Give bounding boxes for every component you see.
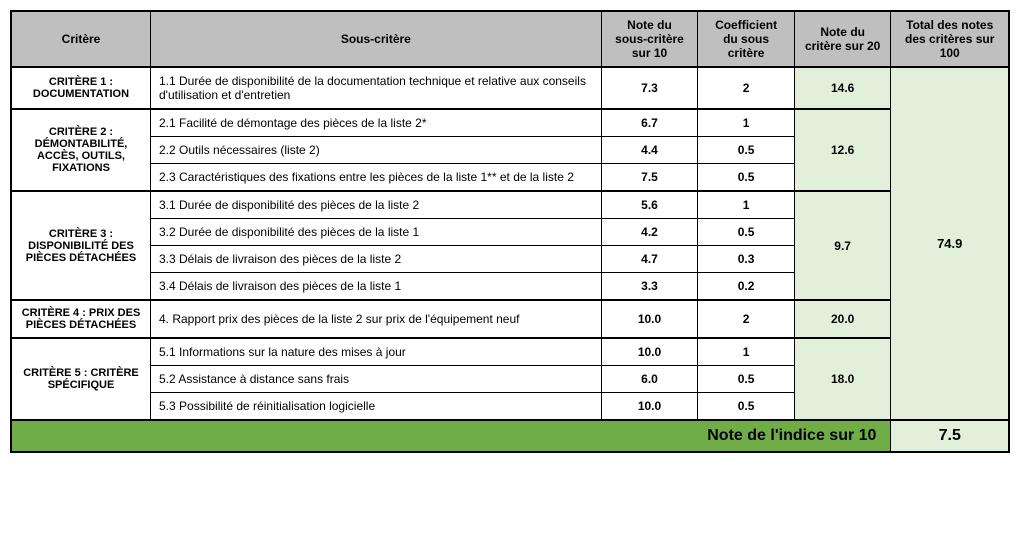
note10: 4.2 (601, 219, 698, 246)
sous-critere: 5.2 Assistance à distance sans frais (151, 366, 602, 393)
coef: 0.5 (698, 393, 795, 421)
critere-1-label: CRITÈRE 1 : DOCUMENTATION (11, 67, 151, 109)
note10: 6.7 (601, 109, 698, 137)
sous-critere: 2.3 Caractéristiques des fixations entre… (151, 164, 602, 192)
coef: 0.3 (698, 246, 795, 273)
sous-critere: 2.2 Outils nécessaires (liste 2) (151, 137, 602, 164)
sous-critere: 3.1 Durée de disponibilité des pièces de… (151, 191, 602, 219)
note10: 4.4 (601, 137, 698, 164)
table-row: CRITÈRE 1 : DOCUMENTATION 1.1 Durée de d… (11, 67, 1009, 109)
coef: 0.5 (698, 137, 795, 164)
scoring-table: Critère Sous-critère Note du sous-critèr… (10, 10, 1010, 453)
critere-4-label: CRITÈRE 4 : PRIX DES PIÈCES DÉTACHÉES (11, 300, 151, 338)
coef: 0.5 (698, 164, 795, 192)
sous-critere: 1.1 Durée de disponibilité de la documen… (151, 67, 602, 109)
sous-critere: 5.3 Possibilité de réinitialisation logi… (151, 393, 602, 421)
critere-2-label: CRITÈRE 2 : DÉMONTABILITÉ, ACCÈS, OUTILS… (11, 109, 151, 191)
coef: 1 (698, 109, 795, 137)
header-coef: Coefficient du sous critère (698, 11, 795, 67)
header-note20: Note du critère sur 20 (794, 11, 891, 67)
header-row: Critère Sous-critère Note du sous-critèr… (11, 11, 1009, 67)
table-row: CRITÈRE 3 : DISPONIBILITÉ DES PIÈCES DÉT… (11, 191, 1009, 219)
table-row: CRITÈRE 4 : PRIX DES PIÈCES DÉTACHÉES 4.… (11, 300, 1009, 338)
sous-critere: 4. Rapport prix des pièces de la liste 2… (151, 300, 602, 338)
sous-critere: 2.1 Facilité de démontage des pièces de … (151, 109, 602, 137)
coef: 0.5 (698, 219, 795, 246)
coef: 2 (698, 300, 795, 338)
note10: 10.0 (601, 393, 698, 421)
table-row: CRITÈRE 2 : DÉMONTABILITÉ, ACCÈS, OUTILS… (11, 109, 1009, 137)
sous-critere: 3.3 Délais de livraison des pièces de la… (151, 246, 602, 273)
sous-critere: 3.4 Délais de livraison des pièces de la… (151, 273, 602, 301)
coef: 1 (698, 191, 795, 219)
critere-3-note20: 9.7 (794, 191, 891, 300)
note10: 7.3 (601, 67, 698, 109)
note10: 10.0 (601, 338, 698, 366)
table-row: CRITÈRE 5 : CRITÈRE SPÉCIFIQUE 5.1 Infor… (11, 338, 1009, 366)
footer-row: Note de l'indice sur 10 7.5 (11, 420, 1009, 452)
total-100: 74.9 (891, 67, 1009, 420)
coef: 2 (698, 67, 795, 109)
note10: 3.3 (601, 273, 698, 301)
sous-critere: 3.2 Durée de disponibilité des pièces de… (151, 219, 602, 246)
coef: 0.2 (698, 273, 795, 301)
critere-5-label: CRITÈRE 5 : CRITÈRE SPÉCIFIQUE (11, 338, 151, 420)
coef: 1 (698, 338, 795, 366)
note10: 4.7 (601, 246, 698, 273)
header-total: Total des notes des critères sur 100 (891, 11, 1009, 67)
header-critere: Critère (11, 11, 151, 67)
critere-3-label: CRITÈRE 3 : DISPONIBILITÉ DES PIÈCES DÉT… (11, 191, 151, 300)
header-sous: Sous-critère (151, 11, 602, 67)
note10: 10.0 (601, 300, 698, 338)
footer-label: Note de l'indice sur 10 (11, 420, 891, 452)
critere-4-note20: 20.0 (794, 300, 891, 338)
note10: 7.5 (601, 164, 698, 192)
note10: 6.0 (601, 366, 698, 393)
sous-critere: 5.1 Informations sur la nature des mises… (151, 338, 602, 366)
coef: 0.5 (698, 366, 795, 393)
note10: 5.6 (601, 191, 698, 219)
critere-5-note20: 18.0 (794, 338, 891, 420)
critere-2-note20: 12.6 (794, 109, 891, 191)
footer-value: 7.5 (891, 420, 1009, 452)
critere-1-note20: 14.6 (794, 67, 891, 109)
header-note10: Note du sous-critère sur 10 (601, 11, 698, 67)
